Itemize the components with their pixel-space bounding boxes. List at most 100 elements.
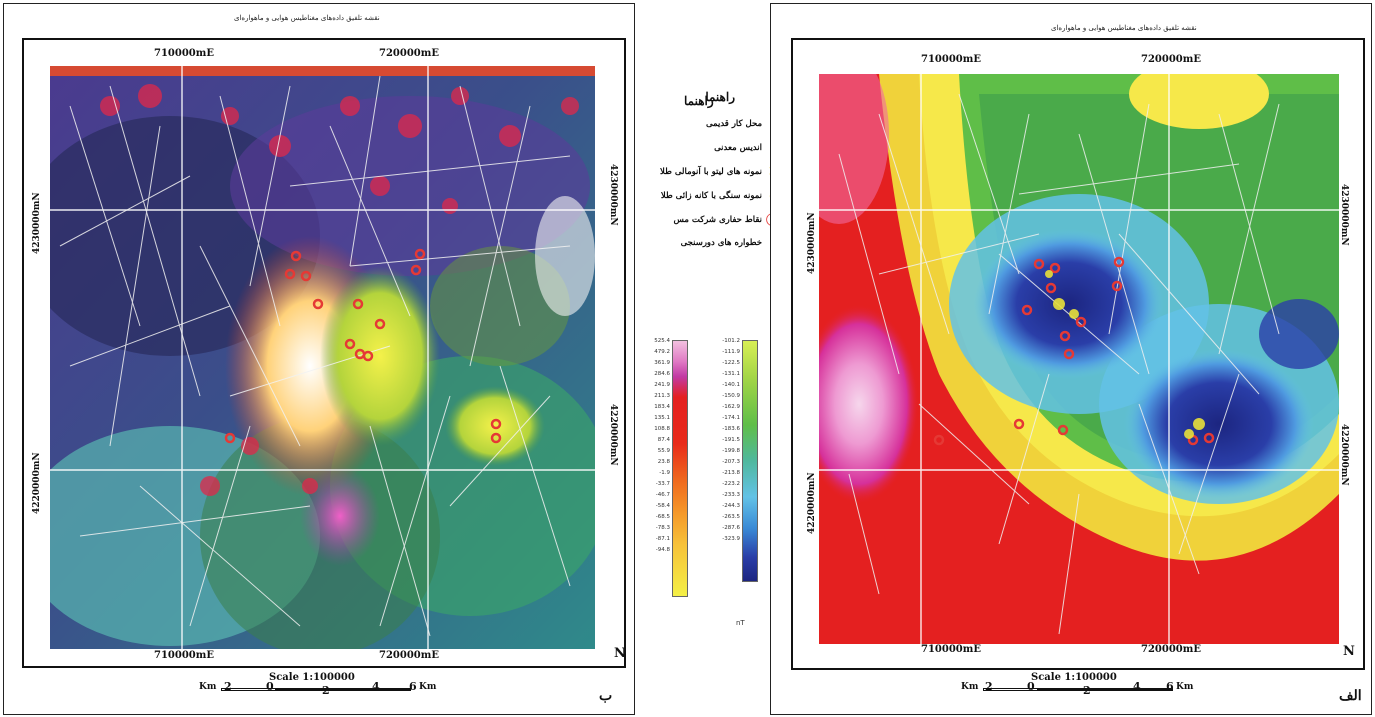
left-coord-left-y2: 4220000mN bbox=[32, 452, 42, 514]
left-scale-bar bbox=[199, 674, 439, 694]
colorbar-left-tick-label: 211.3 bbox=[654, 393, 670, 399]
colorbar-left bbox=[672, 340, 688, 597]
legend-item-label: نمونه های لیتو با آنومالی طلا bbox=[660, 167, 762, 177]
colorbar-right-tick-label: -244.3 bbox=[722, 503, 740, 509]
colorbar-right-tick-label: -122.5 bbox=[722, 360, 740, 366]
right-scale-unit-end: Km bbox=[1176, 682, 1194, 692]
left-north-arrow: N bbox=[614, 646, 626, 661]
left-scale-tick-6: 6 bbox=[409, 680, 417, 693]
right-scale-tick-0: 0 bbox=[1027, 680, 1035, 693]
right-coord-top-x1: 710000mE bbox=[921, 54, 981, 65]
left-coord-left-y1: 4230000mN bbox=[32, 192, 42, 254]
left-scale-label: Scale 1:100000 bbox=[269, 672, 355, 683]
colorbar-right-tick-label: -111.9 bbox=[722, 349, 740, 355]
left-scale-tick-4: 4 bbox=[372, 680, 380, 693]
colorbar-left-tick-label: 479.2 bbox=[654, 349, 670, 355]
left-scale-unit-end: Km bbox=[419, 682, 437, 692]
right-scale-tick-2b: 2 bbox=[1083, 684, 1091, 697]
colorbar-left-tick-label: 361.9 bbox=[654, 360, 670, 366]
colorbar-left-tick-label: -33.7 bbox=[655, 481, 670, 487]
right-map-border bbox=[791, 38, 1365, 670]
colorbar-left-tick-label: -1.9 bbox=[659, 470, 670, 476]
colorbar-right-tick-label: -162.9 bbox=[722, 404, 740, 410]
legend-item-lineaments: خطواره های دورسنجی bbox=[681, 238, 762, 248]
right-coord-bottom-x2: 720000mE bbox=[1141, 644, 1201, 655]
colorbar-left-tick-label: 23.8 bbox=[657, 459, 670, 465]
colorbar-left-tick-label: 183.4 bbox=[654, 404, 670, 410]
left-map-border bbox=[22, 38, 626, 668]
colorbar-right-tick-label: -199.8 bbox=[722, 448, 740, 454]
right-scale-tick-4: 4 bbox=[1133, 680, 1141, 693]
left-scale-tick-2b: 2 bbox=[322, 684, 330, 697]
left-scale-unit-start: Km bbox=[199, 682, 217, 692]
right-coord-left-y1: 4230000mN bbox=[807, 212, 817, 274]
figure-label-left: ب bbox=[599, 688, 613, 704]
colorbar-right-tick-label: -223.2 bbox=[722, 481, 740, 487]
colorbar-left-tick-label: 525.4 bbox=[654, 338, 670, 344]
colorbar-right-tick-label: -213.8 bbox=[722, 470, 740, 476]
left-coord-bottom-x1: 710000mE bbox=[154, 650, 214, 661]
legend-heading: راهنما bbox=[705, 90, 735, 104]
legend-item-rock-samples: ◎ نمونه سنگی با کانه زائی طلا bbox=[661, 190, 780, 202]
colorbar-right-labels: -101.2 -111.9 -122.5 -131.1 -140.1 -150.9 -162… bbox=[718, 336, 740, 545]
figure-label-right: الف bbox=[1339, 688, 1362, 704]
left-coord-bottom-x2: 720000mE bbox=[379, 650, 439, 661]
colorbar-right-tick-label: -131.1 bbox=[722, 371, 740, 377]
colorbar-left-tick-label: -46.7 bbox=[655, 492, 670, 498]
legend-item-label: نمونه سنگی با کانه زائی طلا bbox=[660, 191, 762, 201]
colorbar-left-labels: 525.4 479.2 361.9 284.6 241.9 211.3 183.4 135.1… bbox=[648, 336, 670, 556]
left-coord-top-x1: 710000mE bbox=[154, 48, 214, 59]
left-scale-tick-2a: 2 bbox=[224, 680, 232, 693]
left-map-image bbox=[50, 66, 595, 649]
right-scale-unit-start: Km bbox=[961, 682, 979, 692]
legend-title: راهنما bbox=[684, 94, 714, 108]
legend-item-label: خطواره های دورسنجی bbox=[680, 238, 762, 248]
right-map-image bbox=[819, 74, 1339, 644]
colorbar-right-tick-label: -150.9 bbox=[722, 393, 740, 399]
colorbar-right-tick-label: -323.9 bbox=[722, 536, 740, 542]
colorbar-right-tick-label: -287.6 bbox=[722, 525, 740, 531]
colorbar-left-tick-label: -94.8 bbox=[655, 547, 670, 553]
colorbar-right-tick-label: -140.1 bbox=[722, 382, 740, 388]
right-coord-right-y1: 4230000mN bbox=[1339, 184, 1349, 246]
colorbar-right-tick-label: -263.5 bbox=[722, 514, 740, 520]
legend-item-drill-points: ◯ نقاط حفاری شرکت مس bbox=[673, 213, 781, 226]
colorbar-left-tick-label: -68.5 bbox=[655, 514, 670, 520]
legend-item-litho-samples: ✕ نمونه های لیتو با آنومالی طلا bbox=[660, 165, 780, 179]
right-scale-label: Scale 1:100000 bbox=[1031, 672, 1117, 683]
colorbar-right-unit: nT bbox=[736, 619, 745, 627]
colorbar-left-tick-label: 135.1 bbox=[654, 415, 670, 421]
right-scale-tick-2a: 2 bbox=[985, 680, 993, 693]
legend-block: راهنما ⊠ محل کار قدیمی ✕ اندیس معدنی ✕ ن… bbox=[630, 90, 780, 310]
right-scale-bar bbox=[961, 674, 1201, 694]
right-coord-right-y2: 4220000mN bbox=[1339, 424, 1349, 486]
left-map-title: نقشه تلفیق داده‌های مغناطیس هوایی و ماهو… bbox=[234, 14, 380, 22]
left-scale-tick-0: 0 bbox=[266, 680, 274, 693]
colorbar-left-tick-label: 108.8 bbox=[654, 426, 670, 432]
right-map-title: نقشه تلفیق داده‌های مغناطیس هوایی و ماهو… bbox=[1051, 24, 1197, 32]
left-coord-right-y1: 4230000mN bbox=[608, 164, 618, 226]
right-coord-top-x2: 720000mE bbox=[1141, 54, 1201, 65]
colorbar-right-tick-label: -174.1 bbox=[722, 415, 740, 421]
legend-item-label: محل کار قدیمی bbox=[705, 119, 762, 129]
colorbar-right-tick-label: -191.5 bbox=[722, 437, 740, 443]
colorbar-right-tick-label: -183.6 bbox=[722, 426, 740, 432]
legend-item-label: اندیس معدنی bbox=[714, 143, 762, 153]
right-scale-tick-6: 6 bbox=[1166, 680, 1174, 693]
colorbar-right-tick-label: -207.3 bbox=[722, 459, 740, 465]
colorbar-right-tick-label: -233.3 bbox=[722, 492, 740, 498]
colorbar-left-tick-label: -87.1 bbox=[655, 536, 670, 542]
left-coord-top-x2: 720000mE bbox=[379, 48, 439, 59]
colorbar-right-tick-label: -101.2 bbox=[722, 338, 740, 344]
colorbar-left-tick-label: 284.6 bbox=[654, 371, 670, 377]
colorbar-left-tick-label: -58.4 bbox=[655, 503, 670, 509]
colorbar-left-tick-label: -78.3 bbox=[655, 525, 670, 531]
legend-item-label: نقاط حفاری شرکت مس bbox=[673, 215, 763, 225]
left-panel-frame: نقشه تلفیق داده‌های مغناطیس هوایی و ماهو… bbox=[3, 3, 714, 715]
colorbar-left-tick-label: 55.9 bbox=[657, 448, 670, 454]
colorbar-right bbox=[742, 340, 758, 582]
map-legend bbox=[604, 94, 605, 95]
right-north-arrow: N bbox=[1343, 644, 1355, 659]
legend-item-old-working: ⊠ محل کار قدیمی bbox=[706, 118, 780, 130]
right-panel-frame: نقشه تلفیق داده‌های مغناطیس هوایی و ماهو… bbox=[770, 3, 1372, 715]
